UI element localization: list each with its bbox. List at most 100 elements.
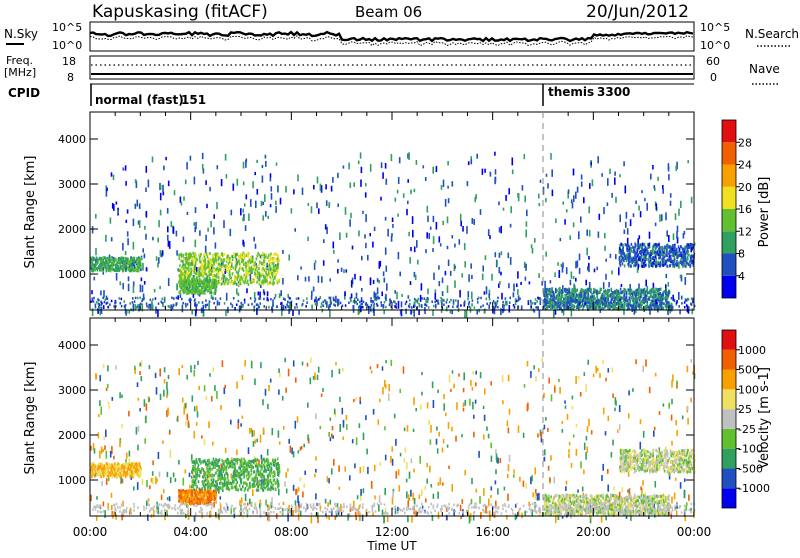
scatter-echo: [288, 369, 290, 377]
scatter-echo: [265, 500, 267, 506]
echo-cell: [115, 264, 117, 267]
ground-scatter-cell: [350, 297, 352, 300]
scatter-echo: [502, 400, 504, 404]
scatter-echo: [313, 376, 315, 380]
echo-cell: [132, 268, 134, 271]
scatter-echo: [386, 266, 388, 272]
ground-scatter-cell: [182, 302, 184, 305]
ground-scatter-cell: [560, 298, 562, 301]
echo-cell: [652, 290, 654, 293]
scatter-echo: [137, 445, 139, 451]
scatter-echo: [410, 247, 412, 251]
echo-cell: [631, 261, 633, 264]
ground-scatter-cell: [460, 304, 462, 307]
scatter-echo: [464, 300, 466, 304]
scatter-echo: [558, 379, 560, 382]
echo-cell: [625, 257, 627, 260]
ground-scatter-cell: [567, 300, 569, 303]
scatter-echo: [625, 186, 627, 194]
scatter-echo: [158, 257, 160, 263]
echo-cell: [581, 293, 583, 296]
echo-cell: [194, 267, 196, 270]
ground-scatter-cell: [552, 298, 554, 301]
echo-cell: [211, 269, 213, 272]
scatter-echo: [438, 265, 440, 269]
echo-cell: [677, 255, 679, 258]
scatter-echo: [649, 387, 651, 393]
scatter-echo: [252, 181, 254, 188]
ground-scatter-cell: [688, 306, 690, 309]
echo-cell: [97, 258, 99, 261]
scatter-echo: [441, 185, 443, 190]
scatter-echo: [469, 399, 471, 406]
echo-cell: [623, 288, 625, 291]
ground-scatter-cell: [575, 300, 577, 303]
echo-cell: [629, 292, 631, 295]
scatter-echo: [238, 419, 240, 423]
scatter-echo: [500, 226, 502, 233]
scatter-echo: [442, 291, 444, 296]
scatter-echo: [675, 213, 677, 220]
scatter-echo: [195, 310, 197, 317]
scatter-echo: [213, 227, 215, 234]
echo-cell: [264, 263, 266, 266]
echo-cell: [181, 268, 183, 271]
echo-cell: [128, 268, 130, 271]
echo-cell: [606, 292, 608, 295]
echo-cell: [614, 290, 616, 293]
echo-cell: [130, 260, 132, 263]
echo-cell: [665, 260, 667, 263]
echo-cell: [690, 260, 692, 263]
scatter-echo: [348, 163, 350, 170]
ground-scatter-cell: [684, 306, 686, 309]
scatter-echo: [490, 443, 492, 449]
echo-cell: [198, 292, 200, 295]
ground-scatter-cell: [535, 302, 537, 305]
scatter-echo: [453, 299, 455, 304]
scatter-echo: [513, 292, 515, 297]
scatter-echo: [146, 501, 148, 507]
scatter-echo: [562, 202, 564, 205]
scatter-echo: [262, 176, 264, 183]
scatter-echo: [367, 255, 369, 261]
ground-scatter-cell: [685, 299, 687, 302]
scatter-echo: [144, 226, 146, 230]
scatter-echo: [503, 208, 505, 211]
echo-cell: [272, 283, 274, 286]
scatter-echo: [283, 426, 285, 430]
echo-cell: [215, 259, 217, 262]
scatter-echo: [333, 250, 335, 254]
ground-scatter-cell: [652, 303, 654, 306]
scatter-echo: [483, 406, 485, 409]
echo-cell: [228, 265, 230, 268]
scatter-echo: [410, 190, 412, 195]
ground-scatter-cell: [409, 299, 411, 302]
scatter-echo: [491, 456, 493, 462]
ground-scatter-cell: [151, 303, 153, 306]
scatter-echo: [254, 172, 256, 175]
echo-cell: [656, 245, 658, 248]
echo-cell: [546, 294, 548, 297]
scatter-echo: [356, 293, 358, 299]
scatter-echo: [580, 392, 582, 397]
ground-scatter-cell: [115, 301, 117, 304]
scatter-echo: [484, 415, 486, 421]
scatter-echo: [521, 513, 523, 519]
echo-cell: [252, 268, 254, 271]
ground-scatter-cell: [132, 297, 134, 300]
scatter-echo: [157, 238, 159, 243]
scatter-echo: [212, 442, 214, 446]
scatter-echo: [612, 440, 614, 446]
scatter-echo: [101, 446, 103, 453]
echo-cell: [234, 267, 236, 270]
scatter-echo: [659, 214, 661, 222]
scatter-echo: [399, 389, 401, 393]
ground-scatter-cell: [329, 304, 331, 307]
scatter-echo: [345, 207, 347, 215]
echo-cell: [197, 290, 199, 293]
scatter-echo: [314, 263, 316, 270]
scatter-echo: [671, 497, 673, 504]
echo-cell: [683, 251, 685, 254]
ground-scatter-cell: [624, 297, 626, 300]
scatter-echo: [261, 201, 263, 206]
